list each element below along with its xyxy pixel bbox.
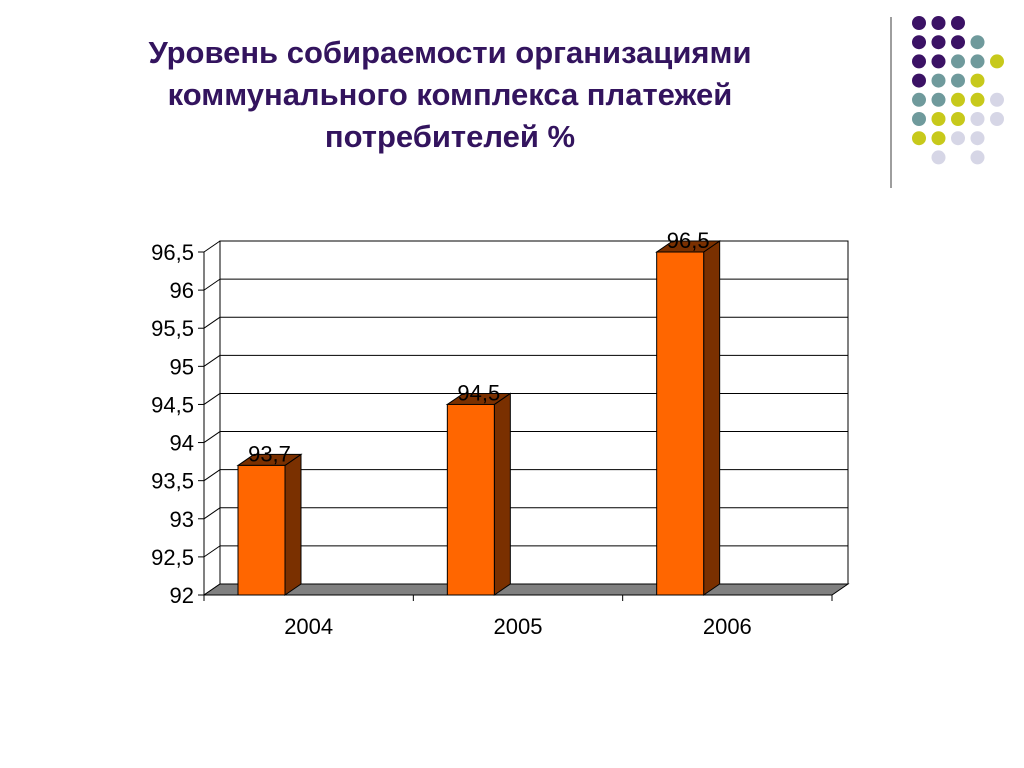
plot-floor: [202, 583, 850, 596]
gridline-side: [203, 507, 221, 520]
decorative-dot: [931, 150, 946, 165]
decorative-dot: [970, 92, 985, 107]
decorative-dot: [970, 150, 985, 165]
gridline-side: [203, 469, 221, 482]
y-tick-label: 96,5: [151, 240, 194, 265]
decorative-dot: [912, 92, 926, 107]
y-tick-label: 94,5: [151, 392, 194, 417]
decorative-dot: [970, 131, 985, 146]
decorative-dot: [970, 73, 985, 88]
y-tick-label: 96: [170, 278, 194, 303]
decorative-dot: [931, 54, 946, 69]
decorative-dot: [912, 16, 926, 30]
y-tick-label: 95: [170, 354, 194, 379]
y-tick-label: 93,5: [151, 469, 194, 494]
gridline-side: [203, 354, 221, 367]
decorative-dot: [912, 112, 926, 126]
y-tick-label: 92,5: [151, 545, 194, 570]
decorative-dot: [912, 73, 926, 88]
decorative-dot: [990, 54, 1004, 69]
data-label: 96,5: [667, 228, 710, 253]
decorative-dot: [912, 35, 926, 50]
decorative-dot: [931, 112, 946, 126]
decorative-dot: [912, 54, 926, 69]
decorative-dot: [970, 54, 985, 69]
gridline-side: [203, 278, 221, 291]
data-label: 94,5: [457, 380, 500, 405]
slide-title: Уровень собираемости организациями комму…: [148, 35, 752, 154]
decorative-dot: [931, 131, 946, 146]
x-tick-label: 2005: [494, 614, 543, 639]
gridline-side: [203, 316, 221, 329]
bar-side: [703, 240, 721, 596]
x-tick-label: 2004: [284, 614, 333, 639]
y-tick-label: 93: [170, 507, 194, 532]
x-tick-label: 2006: [703, 614, 752, 639]
gridline-side: [203, 545, 221, 558]
bar-side: [284, 453, 302, 596]
decorative-dot: [951, 92, 965, 107]
decorative-dot: [951, 73, 965, 88]
decorative-dot: [951, 112, 965, 126]
bar-front: [656, 251, 705, 596]
decorative-dot: [970, 35, 985, 50]
bar-2005: [445, 392, 512, 596]
y-tick-label: 92: [170, 583, 194, 608]
y-tick-label: 94: [170, 431, 194, 456]
decorative-dot: [931, 73, 946, 88]
data-label: 93,7: [248, 441, 291, 466]
decorative-dot: [951, 16, 965, 30]
decorative-dot: [951, 54, 965, 69]
y-tick-label: 95,5: [151, 316, 194, 341]
decorative-dot: [990, 92, 1004, 107]
decorative-dot: [970, 112, 985, 126]
bar-2004: [236, 453, 303, 596]
decorative-dot: [931, 92, 946, 107]
decorative-dot: [912, 131, 926, 146]
gridline-side: [203, 393, 221, 405]
gridline-side: [203, 240, 221, 253]
bar-side: [493, 392, 511, 596]
bar-front: [237, 464, 286, 596]
decorative-dot: [931, 35, 946, 50]
decorative-dot: [951, 131, 965, 146]
decorative-dot: [990, 112, 1004, 126]
plot-back-wall: [219, 240, 849, 585]
gridline-side: [203, 431, 221, 443]
decorative-dot: [951, 35, 965, 50]
decorative-dot: [931, 16, 946, 30]
bar-2006: [655, 240, 722, 596]
bar-front: [446, 403, 495, 596]
